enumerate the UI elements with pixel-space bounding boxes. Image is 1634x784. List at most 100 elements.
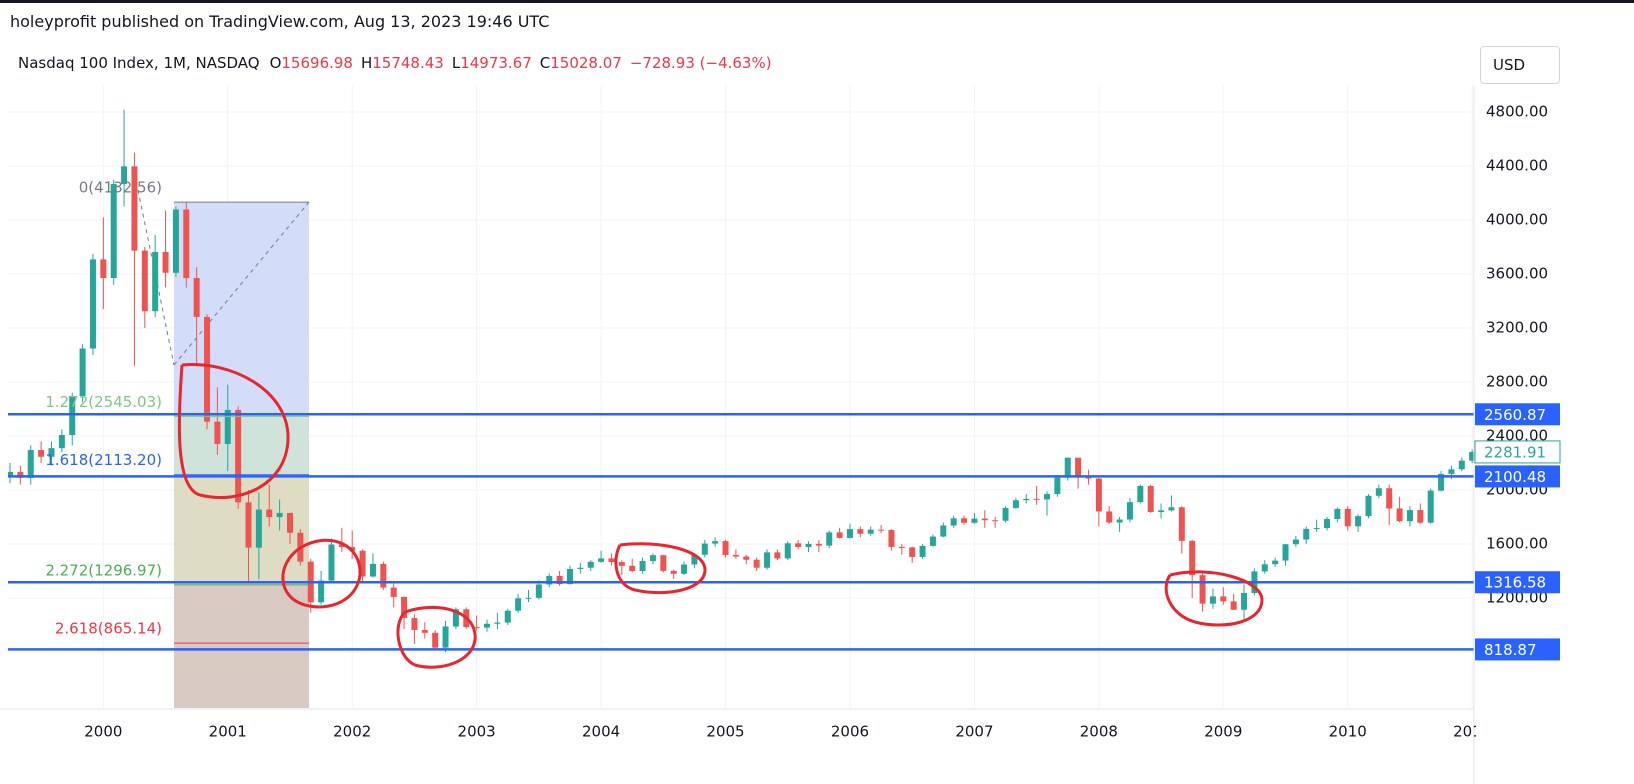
- candle-body: [1178, 507, 1185, 541]
- candle-body: [380, 563, 387, 588]
- x-tick-label: 2004: [582, 723, 620, 741]
- horizontal-lines: [8, 413, 1474, 651]
- price-label: 1316.58: [1484, 574, 1546, 592]
- candle-body: [1033, 498, 1040, 500]
- candle-body: [79, 348, 86, 397]
- candle-body: [639, 560, 646, 571]
- fib-level-label: 2.272(1296.97): [45, 561, 162, 579]
- circle-annotation: [177, 362, 290, 500]
- circle-annotation: [281, 538, 362, 609]
- circle-annotation: [396, 605, 477, 669]
- candle-body: [649, 555, 656, 561]
- candle-body: [473, 627, 480, 629]
- candle-body: [919, 545, 926, 557]
- candle-body: [27, 450, 34, 478]
- candle-body: [328, 544, 335, 581]
- candle-body: [1023, 498, 1030, 501]
- candle-body: [48, 448, 55, 457]
- candle-body: [608, 558, 615, 563]
- candle-body: [338, 544, 345, 548]
- candle-body: [701, 543, 708, 555]
- ohlc-key: H: [360, 54, 373, 72]
- candle-body: [784, 543, 791, 559]
- symbol-legend: Nasdaq 100 Index, 1M, NASDAQ O15696.98 H15…: [18, 54, 780, 72]
- candle-body: [815, 543, 822, 546]
- candle-body: [566, 568, 573, 585]
- ohlc-value: 14973.67: [460, 54, 532, 72]
- fib-level-label: 0(4132.56): [79, 179, 162, 197]
- candle-body: [722, 541, 729, 555]
- candle-body: [857, 529, 864, 534]
- hand-drawn-circles: [177, 362, 1264, 669]
- candle-body: [183, 209, 190, 279]
- candle-body: [1189, 540, 1196, 576]
- candle-body: [1375, 488, 1382, 496]
- candle-body: [141, 250, 148, 312]
- candle-body: [732, 554, 739, 557]
- price-label-box: [1475, 465, 1560, 488]
- price-label-box: [1475, 403, 1560, 426]
- y-tick-label: 1600.00: [1486, 534, 1548, 552]
- candle-body: [764, 552, 771, 568]
- candle-body: [992, 520, 999, 522]
- candle-body: [1095, 478, 1102, 512]
- candle-body: [961, 518, 968, 523]
- currency-button[interactable]: USD: [1480, 46, 1560, 84]
- candle-body: [421, 629, 428, 633]
- price-label: 2100.48: [1484, 468, 1546, 486]
- candle-body: [1158, 510, 1165, 512]
- y-tick-label: 3600.00: [1486, 264, 1548, 282]
- candle-body: [618, 562, 625, 566]
- y-tick-label: 4000.00: [1486, 210, 1548, 228]
- candle-body: [152, 251, 159, 312]
- candle-body: [369, 563, 376, 577]
- y-tick-label: 3200.00: [1486, 318, 1548, 336]
- circle-annotation: [1164, 570, 1264, 627]
- candle-body: [286, 512, 293, 533]
- publish-header: holeyprofit published on TradingView.com…: [10, 12, 550, 31]
- candle-body: [1282, 544, 1289, 561]
- candle-body: [1438, 473, 1445, 491]
- candle-body: [660, 555, 667, 571]
- candle-body: [867, 529, 874, 534]
- top-border: [0, 0, 1634, 3]
- candle-body: [1126, 502, 1133, 520]
- candle-body: [318, 580, 325, 603]
- candle-body: [1365, 495, 1372, 517]
- price-label-box: [1475, 638, 1560, 661]
- x-tick-label: 2009: [1204, 723, 1242, 741]
- candle-body: [214, 421, 221, 444]
- candle-body: [826, 532, 833, 546]
- candle-body: [1417, 510, 1424, 523]
- candle-body: [1303, 528, 1310, 540]
- candle-body: [1292, 539, 1299, 545]
- candle-body: [1075, 457, 1082, 478]
- candle-body: [484, 623, 491, 628]
- candle-body: [1106, 511, 1113, 523]
- candle-body: [878, 529, 885, 531]
- y-tick-label: 4400.00: [1486, 156, 1548, 174]
- candle-body: [670, 570, 677, 574]
- candle-body: [525, 597, 532, 599]
- candle-body: [204, 316, 211, 422]
- x-tick-label: 2010: [1329, 723, 1367, 741]
- price-label: 2560.87: [1484, 406, 1546, 424]
- candle-body: [1272, 560, 1279, 565]
- x-tick-label: 2001: [209, 723, 247, 741]
- candle-body: [1199, 575, 1206, 604]
- fib-level-label: 1.618(2113.20): [45, 451, 162, 469]
- ohlc-key: O: [269, 54, 282, 72]
- candle-body: [1137, 485, 1144, 503]
- candle-body: [1469, 451, 1474, 461]
- candle-body: [224, 409, 231, 444]
- candle-body: [1044, 494, 1050, 500]
- candle-body: [691, 554, 698, 565]
- candle-body: [795, 543, 802, 547]
- candle-body: [1241, 592, 1248, 610]
- fib-labels: 0(4132.56) 1.272(2545.03) 1.618(2113.20) 2.…: [45, 179, 309, 644]
- y-tick-label: 2800.00: [1486, 372, 1548, 390]
- candle-body: [193, 278, 200, 317]
- candle-body: [929, 536, 936, 546]
- candle-body: [266, 509, 273, 518]
